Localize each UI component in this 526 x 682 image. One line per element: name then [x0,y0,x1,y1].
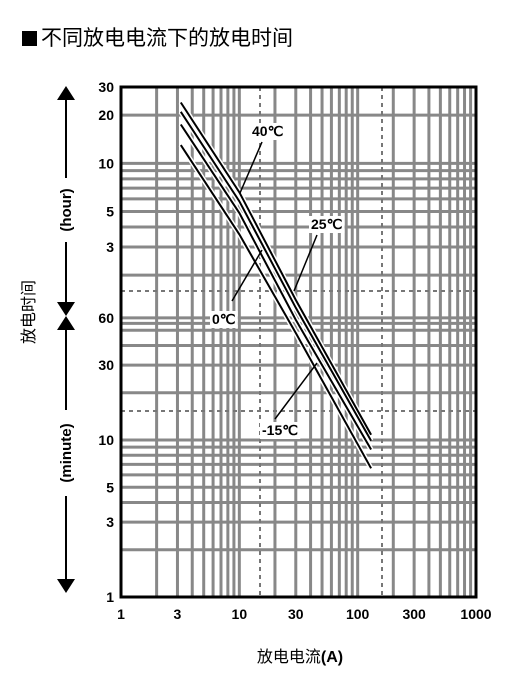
series-line [179,144,372,469]
curve-label: 25℃ [311,216,343,232]
x-tick-label: 10 [232,606,248,622]
y-tick-label: 30 [98,357,114,373]
x-tick-label: 30 [288,606,304,622]
x-tick-label: 1000 [460,606,491,622]
series-line [179,123,372,451]
y-tick-label: 10 [98,155,114,171]
y-tick-labels: 30 20 10 5 3 60 30 10 5 3 1 [98,79,114,605]
y-tick-label: 10 [98,432,114,448]
leader-line [274,362,318,420]
grid-major [237,87,360,597]
x-tick-label: 3 [174,606,182,622]
leader-line [231,249,263,302]
x-tick-label: 1 [117,606,125,622]
arrow-up-icon [57,316,75,330]
y-axis-title: 放电时间 [19,280,38,344]
curve-label: 40℃ [252,123,284,139]
y-tick-label: 3 [106,514,114,530]
curve-labels: 40℃ 25℃ 0℃ -15℃ [210,123,345,439]
chart-title: 不同放电电流下的放电时间 [22,22,293,52]
y-tick-label: 20 [98,107,114,123]
x-tick-label: 300 [402,606,426,622]
curves [178,101,374,470]
y-hour-label: (hour) [58,188,75,231]
x-tick-label: 100 [346,606,370,622]
y-axis-arrows [56,86,76,593]
y-tick-label: 5 [106,204,114,220]
arrow-down-icon [57,302,75,316]
y-minute-label: (minute) [58,423,75,482]
y-tick-label: 30 [98,79,114,95]
square-bullet-icon [22,31,37,46]
grid-dashed [121,87,476,597]
chart-title-text: 不同放电电流下的放电时间 [41,26,293,50]
curve-label: -15℃ [262,422,298,438]
y-tick-label: 5 [106,479,114,495]
plot-frame [119,85,478,599]
x-axis-title: 放电电流(A) [257,647,343,666]
y-tick-label: 3 [106,239,114,255]
leader-line [239,141,263,194]
series-line [179,101,372,436]
arrow-up-icon [57,86,75,100]
y-tick-label: 60 [98,310,114,326]
arrow-down-icon [57,579,75,593]
series-line [179,111,372,442]
leader-line [293,234,318,292]
y-tick-label: 1 [106,589,114,605]
x-tick-labels: 1 3 10 30 100 300 1000 [117,606,492,622]
curve-label: 0℃ [212,311,236,327]
